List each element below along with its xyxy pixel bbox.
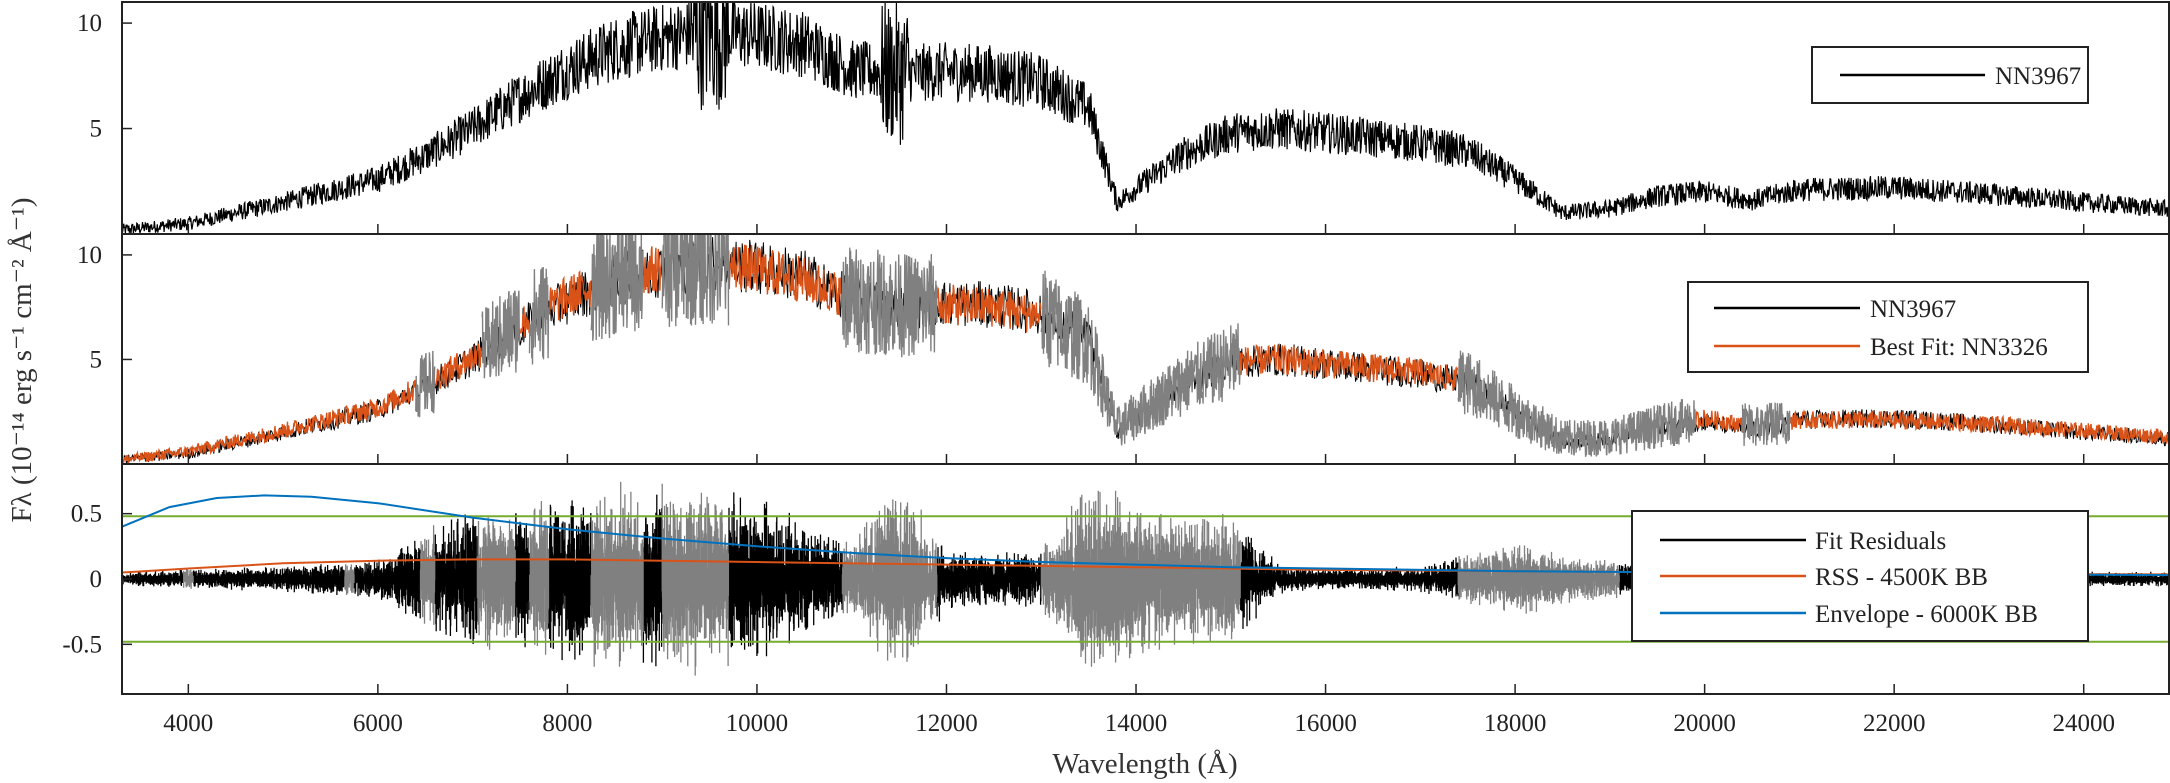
x-tick-labels: 4000 6000 8000 10000 12000 14000 16000 18000 200… bbox=[163, 224, 2115, 737]
panel-best-fit bbox=[122, 234, 2169, 464]
y-axis-label: Fλ (10⁻¹⁴ erg s⁻¹ cm⁻² Å⁻¹) bbox=[6, 197, 38, 522]
x-tick-label: 10000 bbox=[726, 710, 789, 737]
series-envelope-6000k-bb bbox=[122, 494, 2169, 577]
legend-box bbox=[1687, 281, 2089, 373]
x-tick-label: 18000 bbox=[1484, 710, 1547, 737]
series-masked-residuals bbox=[183, 481, 1791, 676]
y-tick-label: 5 bbox=[90, 347, 103, 374]
y-tick-labels: 5 10 5 10 0.5 0 -0.5 bbox=[62, 10, 132, 658]
y-tick-label: -0.5 bbox=[62, 631, 102, 658]
series-masked-region-line bbox=[415, 234, 1791, 457]
series-nn3967-line bbox=[122, 2, 2169, 234]
legend-label-rss: RSS - 4500K BB bbox=[1815, 564, 1988, 591]
y-tick-label: 10 bbox=[77, 10, 102, 37]
x-tick-label: 16000 bbox=[1294, 710, 1357, 737]
x-axis-label: Wavelength (Å) bbox=[1052, 748, 1237, 780]
legend-bottom: Fit Residuals RSS - 4500K BB Envelope - … bbox=[1631, 510, 2089, 642]
panel-spectrum bbox=[122, 2, 2169, 234]
y-tick-label: 5 bbox=[90, 116, 103, 143]
legend-label-envelope: Envelope - 6000K BB bbox=[1815, 601, 2038, 628]
legend-label-best-fit: Best Fit: NN3326 bbox=[1870, 334, 2048, 361]
x-tick-label: 12000 bbox=[915, 710, 978, 737]
x-tick-label: 24000 bbox=[2052, 710, 2115, 737]
y-tick-label: 10 bbox=[77, 242, 102, 269]
y-tick-label: 0.5 bbox=[71, 501, 102, 528]
series-best-fit-line bbox=[122, 244, 2169, 464]
legend-middle: NN3967 Best Fit: NN3326 bbox=[1687, 281, 2089, 373]
legend-label-nn3967: NN3967 bbox=[1995, 63, 2081, 90]
x-tick-label: 20000 bbox=[1673, 710, 1736, 737]
legend-label-nn3967: NN3967 bbox=[1870, 296, 1956, 323]
y-tick-label: 0 bbox=[90, 566, 103, 593]
legend-top: NN3967 bbox=[1811, 46, 2089, 104]
x-tick-label: 14000 bbox=[1105, 710, 1168, 737]
legend-label-residuals: Fit Residuals bbox=[1815, 528, 1946, 555]
x-tick-label: 8000 bbox=[542, 710, 592, 737]
x-tick-label: 6000 bbox=[353, 710, 403, 737]
panel-frame-top bbox=[121, 1, 2170, 235]
x-tick-label: 4000 bbox=[163, 710, 213, 737]
x-tick-label: 22000 bbox=[1863, 710, 1926, 737]
